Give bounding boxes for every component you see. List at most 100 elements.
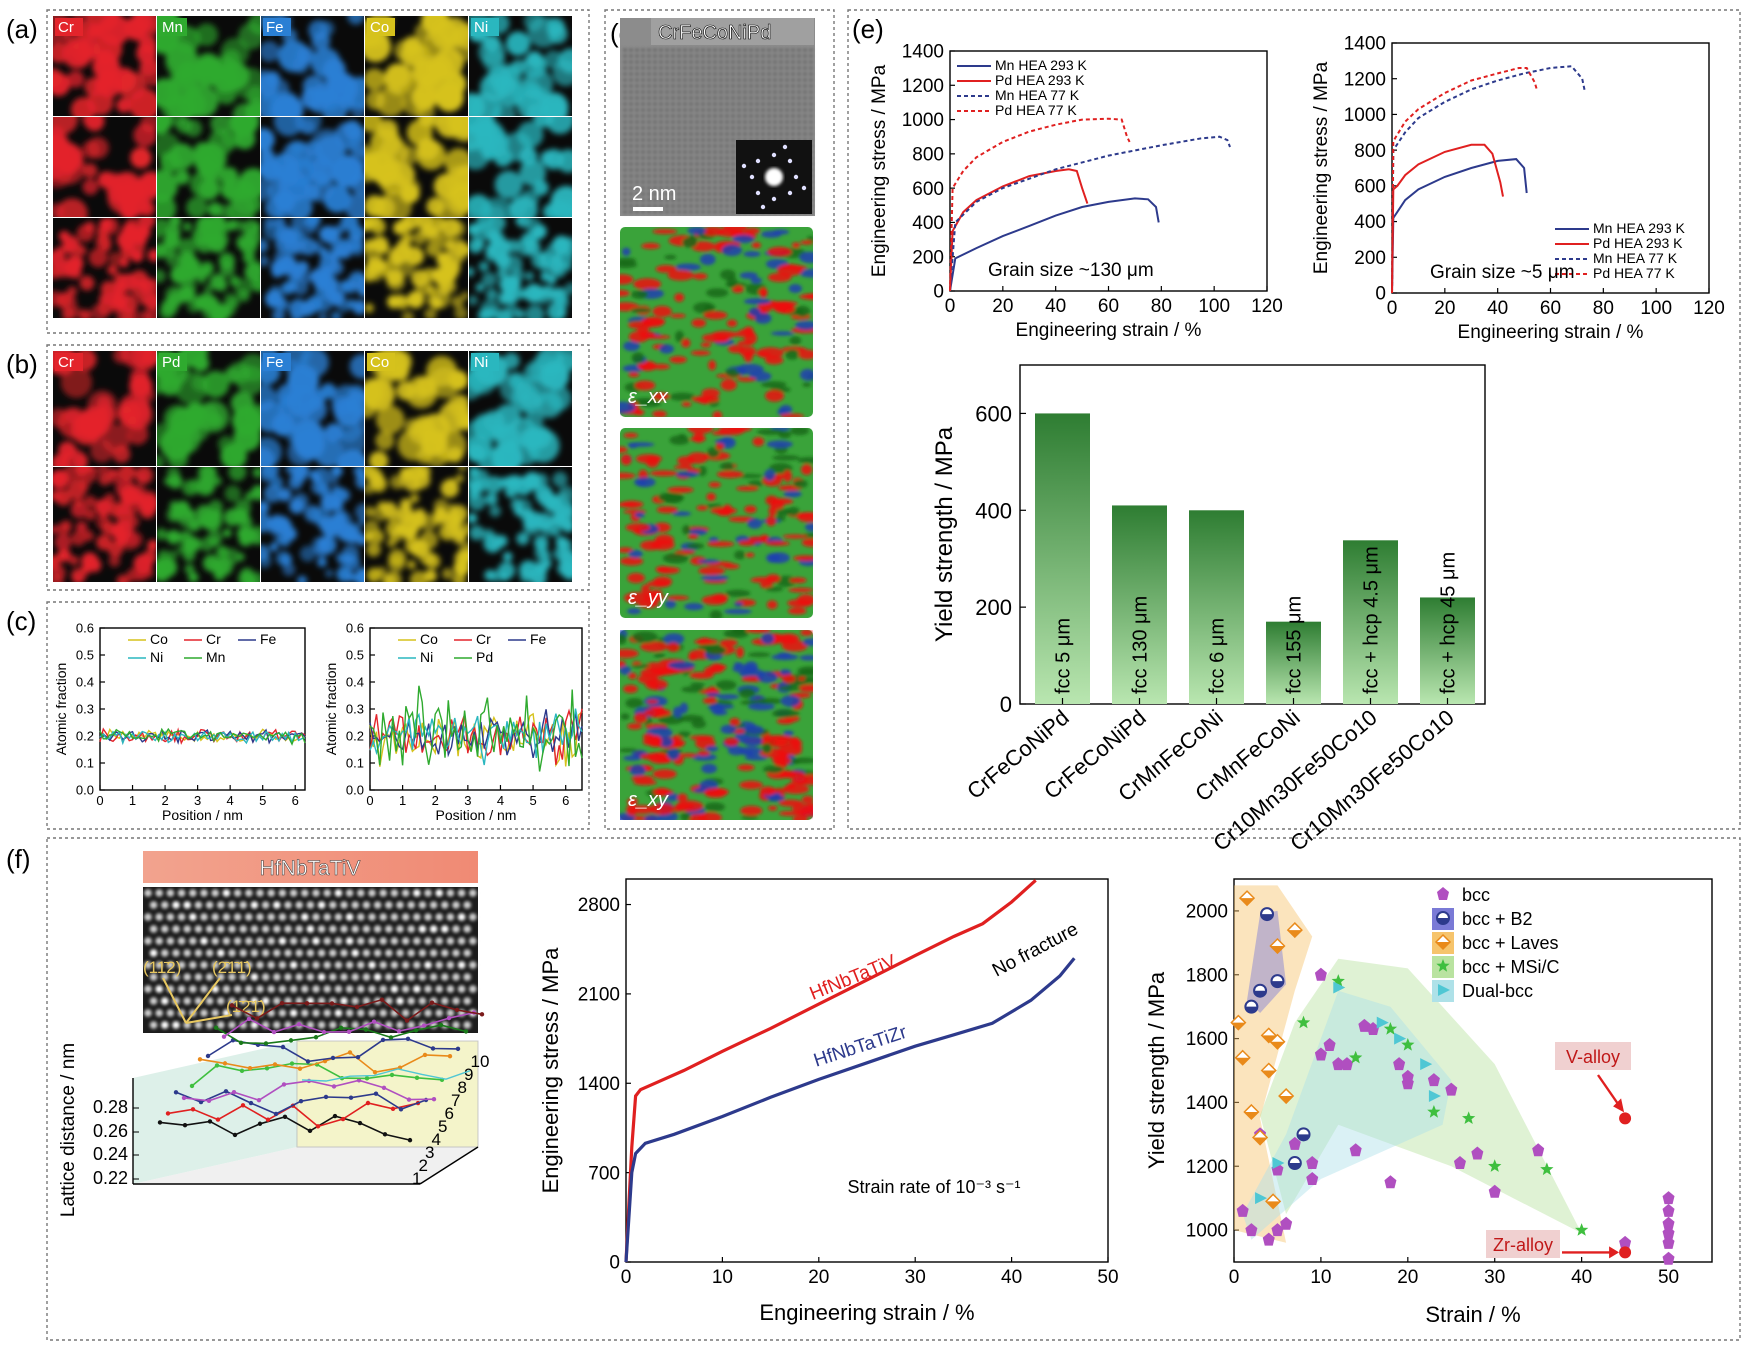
strain-feature bbox=[778, 799, 803, 807]
map-blob bbox=[202, 370, 230, 398]
map-blob bbox=[531, 55, 546, 70]
map-blob bbox=[264, 196, 287, 217]
map-blob bbox=[352, 573, 362, 582]
atom-column bbox=[413, 985, 421, 993]
map-blob bbox=[303, 150, 329, 177]
strain-feature bbox=[738, 746, 763, 756]
back-wall-left bbox=[133, 1041, 297, 1184]
map-blob bbox=[56, 198, 88, 217]
lattice-dot bbox=[731, 162, 735, 166]
atom-column bbox=[155, 1009, 163, 1017]
x-tick-label: 4 bbox=[227, 793, 234, 808]
lattice-dot bbox=[641, 186, 645, 190]
marker-bcc bbox=[1349, 1143, 1362, 1157]
map-blob bbox=[132, 496, 142, 505]
marker-bcc-b2-fill bbox=[1261, 914, 1274, 921]
strain-feature bbox=[789, 577, 807, 584]
lattice-dot bbox=[629, 186, 633, 190]
strain-feature bbox=[802, 638, 813, 647]
lattice-dot bbox=[671, 192, 675, 196]
lattice-dot bbox=[749, 54, 753, 58]
atom-column bbox=[424, 961, 432, 969]
bar-inner-label: fcc + hcp 4.5 μm bbox=[1361, 546, 1383, 694]
marker-dual-bcc bbox=[1272, 1157, 1285, 1170]
atom-column bbox=[345, 889, 354, 897]
map-blob bbox=[69, 555, 79, 566]
lattice-dot bbox=[659, 84, 663, 88]
panel-f-right-chart: 0 10 20 30 40 50100012001400160018002000Strai… bbox=[1144, 878, 1713, 1327]
map-blob bbox=[414, 100, 436, 116]
lattice-dot bbox=[731, 72, 735, 76]
lattice-dot bbox=[809, 102, 813, 106]
lattice-point bbox=[429, 1000, 435, 1005]
marker-bcc-msic bbox=[1488, 1159, 1502, 1172]
strain-feature bbox=[756, 428, 785, 436]
lattice-dot bbox=[719, 132, 723, 136]
map-blob bbox=[386, 251, 403, 268]
lattice-point bbox=[463, 1029, 469, 1034]
map-blob bbox=[340, 218, 359, 231]
atom-column bbox=[183, 949, 191, 957]
lattice-dot bbox=[653, 132, 657, 136]
atom-column bbox=[435, 985, 444, 993]
y-tick-label: 0.1 bbox=[346, 756, 364, 771]
lattice-dot bbox=[785, 60, 789, 64]
map-blob bbox=[498, 477, 510, 489]
atom-column bbox=[177, 985, 186, 993]
y-tick-label: 1400 bbox=[902, 42, 944, 63]
lattice-dot bbox=[647, 120, 651, 124]
lattice-dot bbox=[773, 54, 777, 58]
strain-feature bbox=[659, 737, 674, 748]
stress-curve bbox=[949, 168, 1089, 292]
atom-column bbox=[418, 973, 427, 981]
map-blob bbox=[533, 180, 549, 196]
strain-feature bbox=[708, 536, 719, 543]
lattice-dot bbox=[659, 90, 663, 94]
plot-frame bbox=[99, 627, 306, 791]
lattice-dot bbox=[719, 96, 723, 100]
atom-column bbox=[413, 961, 421, 969]
atom-column bbox=[424, 937, 432, 945]
lattice-dot bbox=[779, 108, 783, 112]
map-blob bbox=[269, 542, 279, 552]
lattice-dot bbox=[647, 60, 651, 64]
lattice-point bbox=[414, 1075, 420, 1080]
lattice-dot bbox=[737, 60, 741, 64]
marker-bcc bbox=[1662, 1191, 1675, 1205]
map-blob bbox=[246, 85, 260, 104]
strain-feature bbox=[716, 470, 744, 479]
atom-column bbox=[228, 949, 236, 957]
element-tag bbox=[367, 353, 395, 371]
strain-feature bbox=[756, 347, 784, 359]
map-blob bbox=[355, 469, 364, 480]
strain-feature bbox=[690, 350, 711, 356]
lattice-dot bbox=[779, 66, 783, 70]
atom-column bbox=[312, 913, 320, 921]
lattice-dot bbox=[623, 48, 627, 52]
strain-feature bbox=[787, 782, 796, 789]
lattice-dot bbox=[725, 132, 729, 136]
atom-column bbox=[317, 1021, 326, 1029]
lattice-dot bbox=[713, 156, 717, 160]
atom-column bbox=[161, 925, 169, 933]
map-blob bbox=[341, 552, 354, 565]
lattice-dot bbox=[689, 144, 693, 148]
lattice-dot bbox=[623, 150, 627, 154]
lattice-dot bbox=[737, 102, 741, 106]
lattice-dot bbox=[773, 84, 777, 88]
atom-column bbox=[385, 949, 393, 957]
atom-column bbox=[401, 1009, 410, 1017]
map-blob bbox=[75, 521, 88, 534]
strain-feature bbox=[657, 492, 685, 503]
atom-column bbox=[239, 997, 247, 1005]
lattice-dot bbox=[671, 126, 675, 130]
strain-feature bbox=[623, 341, 640, 352]
strain-feature bbox=[786, 506, 800, 517]
lattice-dot bbox=[707, 54, 711, 58]
map-blob bbox=[277, 163, 300, 187]
atom-column bbox=[334, 913, 343, 921]
lattice-point bbox=[321, 1029, 327, 1035]
legend-label: Cr bbox=[206, 631, 221, 647]
map-blob bbox=[381, 502, 398, 520]
strain-feature bbox=[620, 547, 634, 553]
